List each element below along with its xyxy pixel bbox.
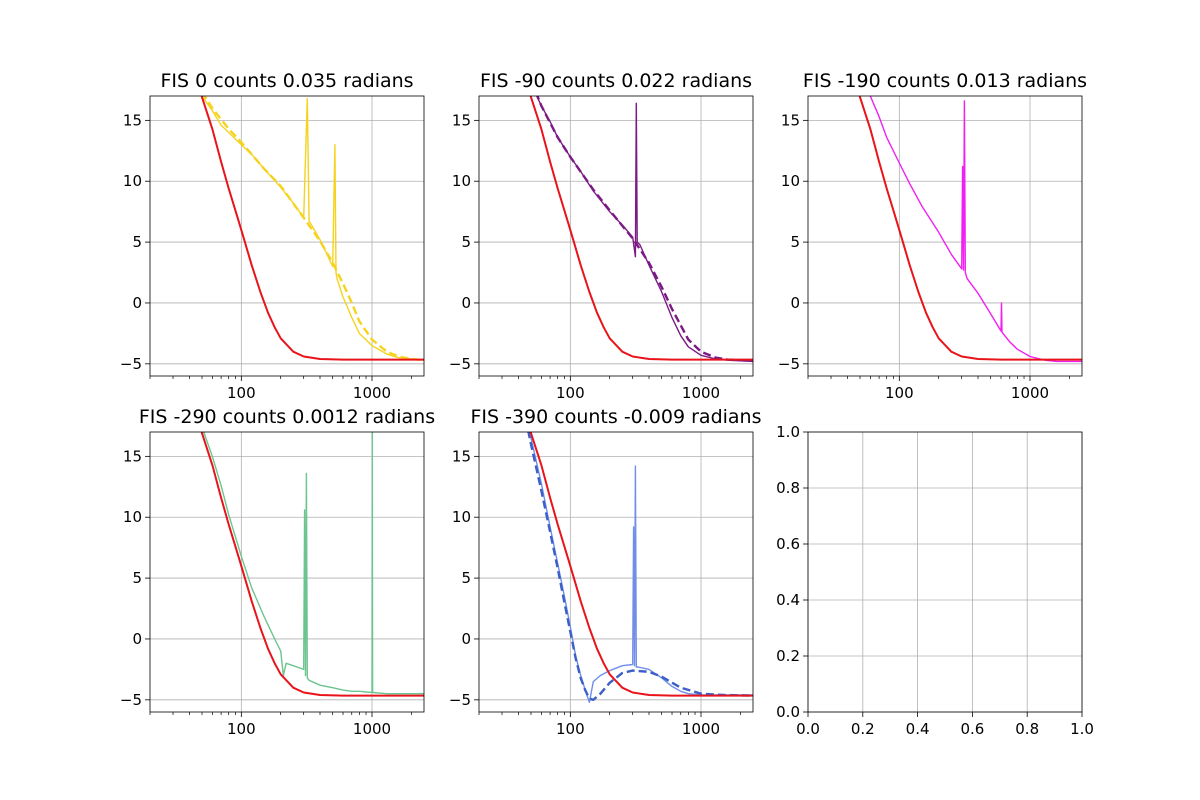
x-tick-label: 0.2 bbox=[851, 720, 875, 738]
x-tick-label: 1000 bbox=[353, 720, 391, 738]
y-tick-label: 10 bbox=[781, 172, 800, 190]
x-tick-label: 0.8 bbox=[1015, 720, 1039, 738]
subplot-3: 100 1000 −5 0 5 10 15 FIS -190 counts 0.013 rad… bbox=[778, 70, 1087, 402]
subplot-1: 100 1000 −5 0 5 10 15 FIS 0 counts 0.035 radian… bbox=[120, 70, 425, 402]
y-tick-label: 10 bbox=[123, 508, 142, 526]
y-tick-label: 15 bbox=[781, 111, 800, 129]
x-tick-label: 100 bbox=[227, 720, 256, 738]
reference-series-line bbox=[529, 96, 753, 361]
y-tick-label: 0 bbox=[790, 294, 800, 312]
y-tick-label: 10 bbox=[452, 508, 471, 526]
subplot-title: FIS 0 counts 0.035 radians bbox=[160, 70, 413, 92]
subplot-title: FIS -190 counts 0.013 radians bbox=[803, 70, 1087, 92]
y-tick-label: 5 bbox=[461, 569, 471, 587]
x-tick-label: 1000 bbox=[682, 720, 720, 738]
y-tick-label: −5 bbox=[449, 691, 471, 709]
y-tick-label: 15 bbox=[123, 111, 142, 129]
x-tick-label: 0.0 bbox=[796, 720, 820, 738]
y-tick-label: 0 bbox=[132, 630, 142, 648]
x-tick-label: 1000 bbox=[682, 384, 720, 402]
subplot-title: FIS -290 counts 0.0012 radians bbox=[139, 406, 435, 428]
fit-series-line bbox=[203, 96, 424, 362]
reference-series-line bbox=[529, 432, 753, 697]
y-tick-label: −5 bbox=[449, 355, 471, 373]
series-group bbox=[200, 96, 424, 362]
reference-series-line bbox=[858, 96, 1082, 361]
x-tick-label: 0.4 bbox=[906, 720, 930, 738]
y-tick-label: 5 bbox=[790, 233, 800, 251]
series-group bbox=[529, 96, 753, 363]
y-tick-label: 0 bbox=[461, 294, 471, 312]
x-tick-label: 100 bbox=[885, 384, 914, 402]
measured-series-line bbox=[201, 96, 424, 361]
y-tick-label: 15 bbox=[452, 447, 471, 465]
y-tick-label: 5 bbox=[132, 569, 142, 587]
axes-frame bbox=[149, 431, 425, 713]
x-tick-label: 100 bbox=[556, 384, 585, 402]
y-tick-label: 15 bbox=[452, 111, 471, 129]
y-tick-label: −5 bbox=[778, 355, 800, 373]
series-group bbox=[858, 96, 1082, 363]
axes-frame bbox=[478, 95, 754, 377]
y-tick-label: 0.0 bbox=[776, 703, 800, 721]
subplot-5: 100 1000 −5 0 5 10 15 FIS -390 counts -0.009 ra… bbox=[449, 406, 762, 738]
y-tick-label: 0.4 bbox=[776, 591, 800, 609]
x-tick-label: 100 bbox=[227, 384, 256, 402]
y-tick-label: 0.6 bbox=[776, 535, 800, 553]
y-tick-label: 1.0 bbox=[776, 423, 800, 441]
y-tick-label: 0.8 bbox=[776, 479, 800, 497]
reference-series-line bbox=[200, 96, 424, 361]
series-group bbox=[200, 432, 424, 697]
subplot-2: 100 1000 −5 0 5 10 15 FIS -90 counts 0.022 radi… bbox=[449, 70, 754, 402]
y-tick-label: −5 bbox=[120, 355, 142, 373]
measured-series-line bbox=[202, 432, 424, 695]
y-tick-label: 5 bbox=[461, 233, 471, 251]
x-tick-label: 1.0 bbox=[1070, 720, 1094, 738]
subplot-title: FIS -90 counts 0.022 radians bbox=[480, 70, 752, 92]
axes-frame bbox=[149, 95, 425, 377]
y-tick-label: 5 bbox=[132, 233, 142, 251]
fit-series-line bbox=[527, 432, 753, 701]
x-tick-label: 0.6 bbox=[960, 720, 984, 738]
y-tick-label: −5 bbox=[120, 691, 142, 709]
axes-frame bbox=[807, 95, 1083, 377]
x-tick-label: 100 bbox=[556, 720, 585, 738]
y-tick-label: 10 bbox=[452, 172, 471, 190]
series-group bbox=[527, 432, 753, 703]
y-tick-label: 0 bbox=[461, 630, 471, 648]
reference-series-line bbox=[200, 432, 424, 697]
axes-frame bbox=[478, 431, 754, 713]
subplot-4: 100 1000 −5 0 5 10 15 FIS -290 counts 0.0012 ra… bbox=[120, 406, 435, 738]
y-tick-label: 0.2 bbox=[776, 647, 800, 665]
x-tick-label: 1000 bbox=[353, 384, 391, 402]
axes-frame bbox=[807, 431, 1083, 713]
x-tick-label: 1000 bbox=[1011, 384, 1049, 402]
y-tick-label: 15 bbox=[123, 447, 142, 465]
subplot-6: 0.0 0.2 0.4 0.6 0.8 1.0 0.0 0.2 0.4 0.6 0.8 1.0 bbox=[776, 423, 1094, 738]
y-tick-label: 10 bbox=[123, 172, 142, 190]
subplot-title: FIS -390 counts -0.009 radians bbox=[470, 406, 761, 428]
y-tick-label: 0 bbox=[132, 294, 142, 312]
measured-series-line bbox=[869, 96, 1082, 363]
